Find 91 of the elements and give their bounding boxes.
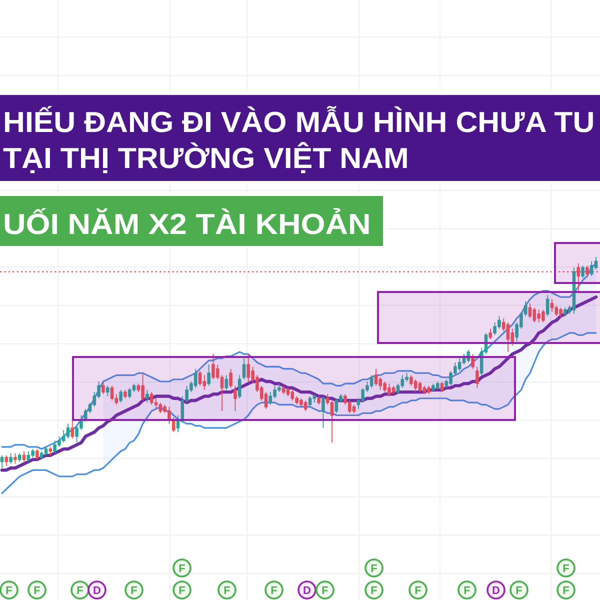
candlestick	[128, 387, 132, 399]
candlestick	[0, 454, 4, 468]
text: F	[516, 585, 523, 597]
candlestick	[576, 262, 580, 294]
candlestick	[528, 302, 532, 319]
text: F	[130, 585, 138, 597]
candlestick	[586, 264, 589, 276]
candlestick	[286, 387, 290, 397]
text: F	[270, 585, 278, 597]
candlestick	[207, 364, 210, 386]
candlestick	[202, 374, 206, 390]
candlestick	[590, 260, 594, 276]
candlestick	[224, 374, 228, 390]
candlestick	[234, 385, 237, 412]
candlestick	[238, 374, 242, 399]
candlestick	[282, 385, 286, 395]
chart-subtitle: UỐI NĂM X2 TÀI KHOẢN	[3, 207, 371, 241]
candlestick	[458, 358, 462, 372]
candlestick	[102, 381, 105, 395]
text: F	[224, 585, 231, 597]
candlestick	[334, 398, 338, 414]
candlestick	[290, 389, 294, 401]
candlestick	[476, 366, 479, 388]
candlestick	[194, 368, 198, 388]
text: F	[562, 563, 570, 575]
candlestick	[40, 450, 44, 460]
candlestick	[14, 452, 17, 464]
candlestick	[559, 307, 562, 319]
candlestick	[471, 354, 474, 370]
candlestick	[308, 396, 312, 408]
text: F	[76, 585, 84, 597]
candlestick	[124, 389, 127, 399]
candlestick	[106, 385, 110, 397]
candlestick	[427, 385, 430, 395]
candlestick	[370, 374, 374, 388]
candlestick	[546, 294, 550, 317]
text: F	[322, 585, 329, 597]
candlestick	[242, 358, 246, 380]
candlestick	[506, 322, 510, 352]
candlestick	[322, 396, 325, 428]
candlestick	[418, 381, 422, 392]
candlestick	[44, 446, 48, 456]
candlestick	[150, 392, 154, 406]
text: D	[93, 585, 102, 597]
text: D	[303, 585, 312, 597]
candlestick	[312, 394, 316, 404]
candlestick	[550, 298, 554, 312]
candlestick	[31, 448, 34, 458]
candlestick	[119, 389, 122, 404]
candlestick	[36, 448, 39, 460]
candlestick	[22, 450, 26, 462]
text: F	[370, 563, 378, 575]
text: F	[6, 585, 13, 597]
candlestick	[4, 454, 8, 466]
text: F	[178, 585, 186, 597]
candlestick	[374, 368, 378, 386]
text: D	[492, 585, 500, 597]
candlestick	[146, 389, 149, 404]
chart-title: HIẾU ĐANG ĐI VÀO MẪU HÌNH CHƯA TU TẠI THỊ TRƯỜNG VIỆT NAM	[3, 106, 595, 175]
candlestick	[572, 267, 576, 314]
candlestick	[110, 385, 114, 401]
text: F	[370, 585, 378, 597]
candlestick	[532, 307, 536, 323]
candlestick	[66, 423, 70, 439]
candlestick	[392, 385, 396, 395]
candlestick	[26, 450, 30, 462]
candlestick	[436, 381, 440, 390]
candlestick	[352, 404, 356, 414]
candlestick	[246, 354, 250, 382]
text: F	[178, 563, 186, 575]
candlestick	[18, 452, 22, 462]
candlestick	[304, 400, 308, 412]
candlestick	[158, 402, 162, 414]
candlestick	[414, 378, 418, 392]
candlestick	[440, 381, 444, 392]
candlestick	[466, 349, 470, 363]
candlestick	[48, 446, 52, 456]
candlestick	[141, 372, 144, 401]
text: F	[414, 585, 422, 597]
candlestick	[9, 452, 12, 464]
candlestick	[581, 264, 584, 279]
text: F	[34, 585, 41, 597]
candlestick	[70, 419, 74, 439]
candlestick	[317, 396, 320, 406]
candlestick	[422, 385, 426, 395]
candlestick	[488, 328, 492, 340]
text: F	[464, 585, 471, 597]
candlestick	[198, 370, 202, 386]
candlestick	[229, 368, 232, 388]
candlestick	[212, 354, 215, 380]
text: F	[562, 585, 570, 597]
